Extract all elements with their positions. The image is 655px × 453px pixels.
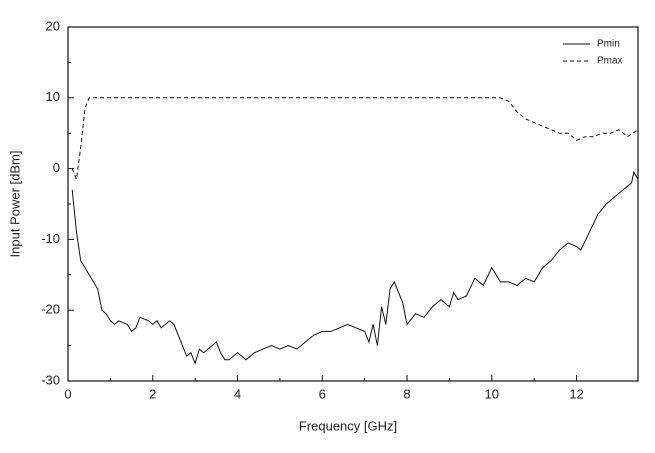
x-tick-label: 2: [149, 386, 156, 401]
y-tick-label: 20: [46, 18, 60, 33]
y-axis-label: Input Power [dBm]: [7, 151, 22, 258]
x-tick-label: 10: [485, 386, 499, 401]
y-tick-label: 10: [46, 89, 60, 104]
series-line: [71, 97, 639, 182]
legend: Pmin Pmax: [563, 39, 623, 67]
y-tick-label: -10: [41, 231, 60, 246]
y-tick-label: 0: [53, 160, 60, 175]
y-tick-label: -20: [41, 302, 60, 317]
y-tick-label: -30: [41, 372, 60, 387]
legend-label: Pmin: [597, 39, 620, 50]
series-line: [71, 170, 639, 365]
plot-frame: [67, 26, 639, 382]
x-tick-label: 0: [64, 386, 71, 401]
x-axis-label: Frequency [GHz]: [299, 418, 397, 433]
x-tick-label: 4: [234, 386, 241, 401]
x-tick-label: 8: [403, 386, 410, 401]
legend-label: Pmax: [597, 56, 623, 67]
x-tick-label: 6: [319, 386, 326, 401]
x-tick-label: 12: [569, 386, 583, 401]
